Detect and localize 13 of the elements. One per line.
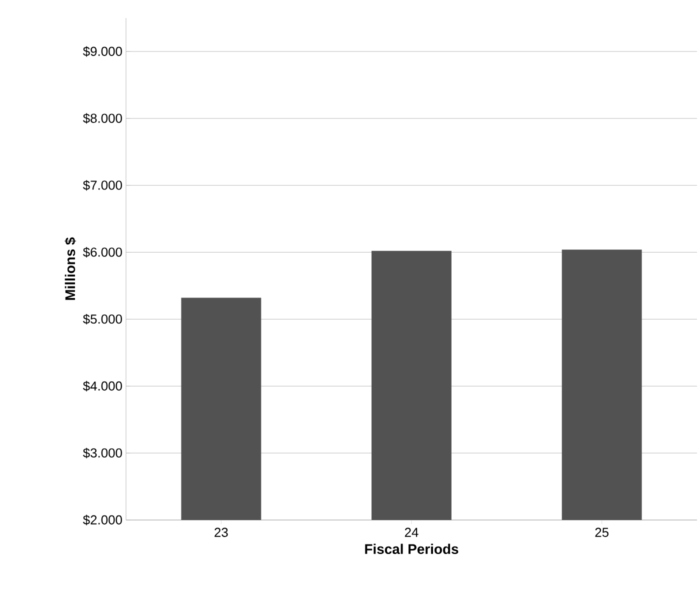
y-tick-label: $4.000 — [83, 380, 122, 392]
x-tick-label: 24 — [404, 528, 418, 537]
y-axis-title: Millions $ — [64, 237, 76, 300]
x-tick-label: 23 — [214, 528, 228, 537]
y-tick-label: $7.000 — [83, 180, 122, 191]
y-tick-label: $5.000 — [83, 314, 122, 324]
y-tick-label: $8.000 — [83, 113, 122, 124]
y-tick-label: $2.000 — [83, 514, 122, 526]
x-axis-title: Fiscal Periods — [365, 544, 458, 554]
x-tick-label: 25 — [595, 528, 608, 537]
y-tick-label: $3.000 — [83, 448, 122, 458]
y-tick-label: $6.000 — [83, 247, 122, 258]
y-tick-label: $9.000 — [83, 46, 122, 57]
